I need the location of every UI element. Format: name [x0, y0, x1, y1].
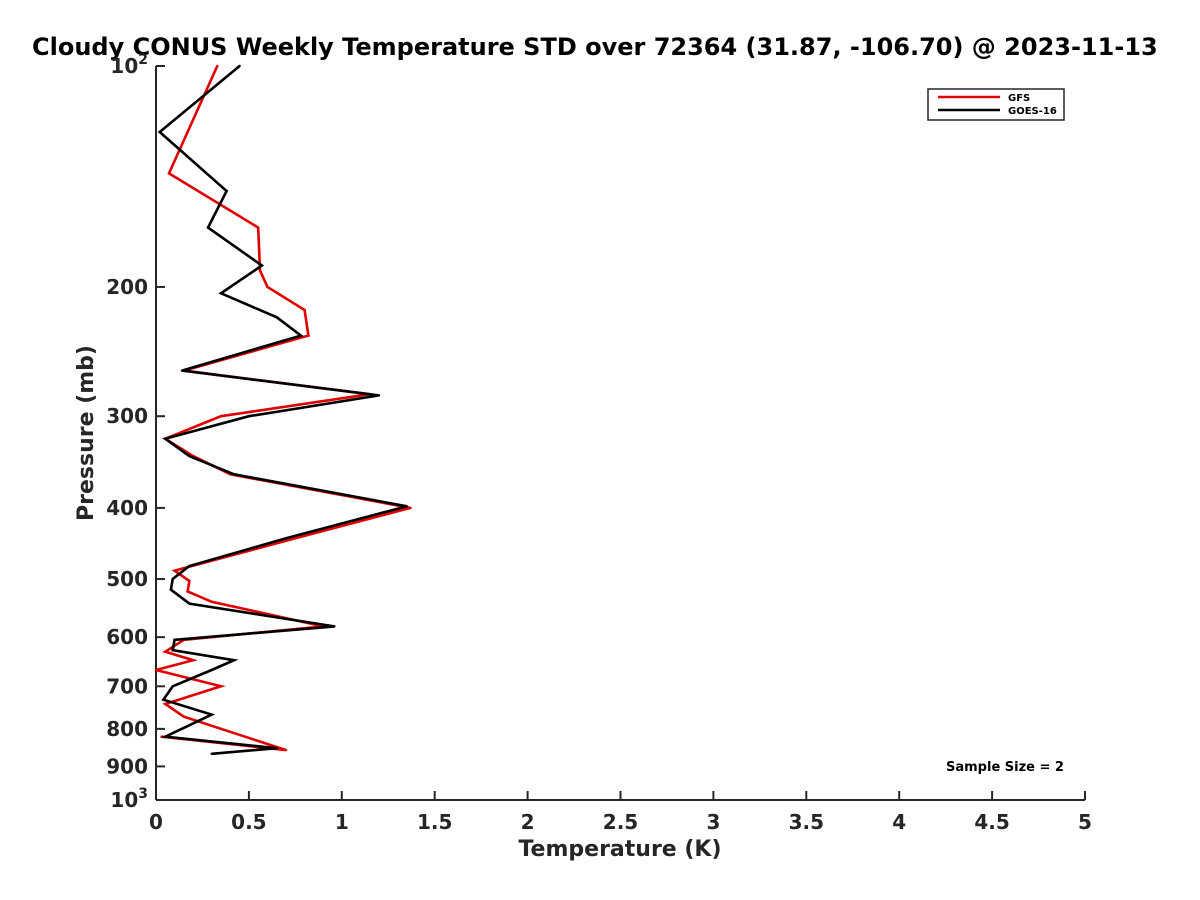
data-point-goes-16 [275, 316, 278, 319]
data-point-goes-16 [188, 564, 191, 568]
x-tick-label: 2 [521, 810, 535, 834]
legend-label-gfs: GFS [1008, 93, 1030, 104]
data-point-gfs [186, 590, 189, 593]
y-tick-exponent: 3 [138, 786, 148, 802]
data-point-gfs [409, 506, 412, 510]
y-tick-label: 900 [106, 754, 148, 778]
data-point-goes-16 [173, 638, 176, 642]
data-point-goes-16 [158, 130, 161, 134]
data-point-goes-16 [171, 577, 174, 581]
data-point-goes-16 [219, 292, 223, 295]
series-layer [154, 64, 412, 756]
x-axis-label: Temperature (K) [518, 837, 721, 862]
data-point-gfs [191, 659, 195, 662]
data-point-goes-16 [206, 226, 210, 229]
x-tick-label: 4.5 [974, 810, 1009, 834]
data-point-goes-16 [210, 668, 213, 672]
data-point-gfs [219, 415, 223, 418]
data-point-gfs [284, 748, 288, 752]
data-point-gfs [167, 172, 171, 175]
data-point-goes-16 [275, 746, 278, 750]
x-tick-label: 0.5 [231, 810, 266, 834]
y-tick-base: 10 [110, 788, 138, 812]
x-tick-label: 0 [149, 810, 163, 834]
data-point-goes-16 [405, 505, 409, 508]
data-point-goes-16 [299, 334, 303, 337]
y-tick-label: 103 [110, 786, 148, 812]
data-point-gfs [173, 569, 176, 572]
data-point-goes-16 [333, 625, 336, 628]
data-point-gfs [256, 226, 260, 229]
y-tick-label: 700 [106, 674, 148, 698]
data-point-goes-16 [284, 537, 288, 540]
data-point-goes-16 [188, 602, 191, 605]
y-tick-label: 800 [106, 717, 148, 741]
legend-label-goes-16: GOES-16 [1008, 106, 1057, 117]
data-point-goes-16 [247, 415, 251, 418]
data-point-goes-16 [169, 588, 173, 591]
x-tick-label: 4 [892, 810, 906, 834]
y-tick-label: 102 [110, 52, 148, 78]
data-point-gfs [307, 334, 310, 337]
data-point-goes-16 [188, 454, 191, 458]
legend: GFS GOES-16 [927, 88, 1065, 121]
y-tick-base: 10 [110, 54, 138, 78]
data-point-goes-16 [171, 648, 174, 652]
x-tick-label: 1 [335, 810, 349, 834]
y-axis-label: Pressure (mb) [74, 345, 99, 521]
data-point-goes-16 [260, 264, 264, 267]
y-tick-exponent: 2 [138, 52, 148, 68]
legend-box [927, 88, 1065, 121]
data-point-gfs [188, 579, 191, 583]
data-point-gfs [210, 600, 213, 604]
y-tick-label: 200 [106, 275, 148, 299]
data-point-gfs [303, 308, 306, 312]
data-point-gfs [216, 64, 219, 68]
data-point-goes-16 [164, 735, 167, 738]
x-tick-label: 1.5 [417, 810, 452, 834]
data-point-gfs [182, 715, 186, 718]
sample-size-annotation: Sample Size = 2 [946, 760, 1064, 775]
data-point-goes-16 [180, 369, 184, 372]
data-point-gfs [154, 668, 158, 672]
x-ticks: 0 0.5 1 1.5 2 2.5 3 3.5 4 4.5 5 [149, 791, 1092, 834]
data-point-goes-16 [238, 64, 241, 68]
data-point-goes-16 [210, 713, 213, 716]
data-point-gfs [164, 650, 167, 653]
data-point-gfs [219, 685, 223, 688]
y-tick-label: 500 [106, 567, 148, 591]
data-point-gfs [294, 537, 297, 540]
data-point-goes-16 [164, 437, 167, 440]
x-tick-label: 5 [1078, 810, 1092, 834]
x-tick-label: 2.5 [603, 810, 638, 834]
data-point-goes-16 [232, 473, 236, 476]
x-tick-label: 3 [706, 810, 720, 834]
data-point-gfs [164, 702, 167, 706]
y-tick-label: 300 [106, 404, 148, 428]
data-point-goes-16 [210, 752, 213, 755]
chart-title: Cloudy CONUS Weekly Temperature STD over… [32, 33, 1158, 61]
data-point-gfs [266, 285, 269, 289]
data-point-goes-16 [225, 189, 228, 193]
data-point-goes-16 [377, 394, 381, 397]
data-point-goes-16 [162, 698, 165, 701]
y-tick-label: 600 [106, 625, 148, 649]
y-tick-label: 400 [106, 496, 148, 520]
data-point-goes-16 [232, 659, 236, 662]
x-tick-label: 3.5 [789, 810, 824, 834]
data-point-goes-16 [171, 685, 174, 688]
data-point-gfs [258, 269, 262, 272]
